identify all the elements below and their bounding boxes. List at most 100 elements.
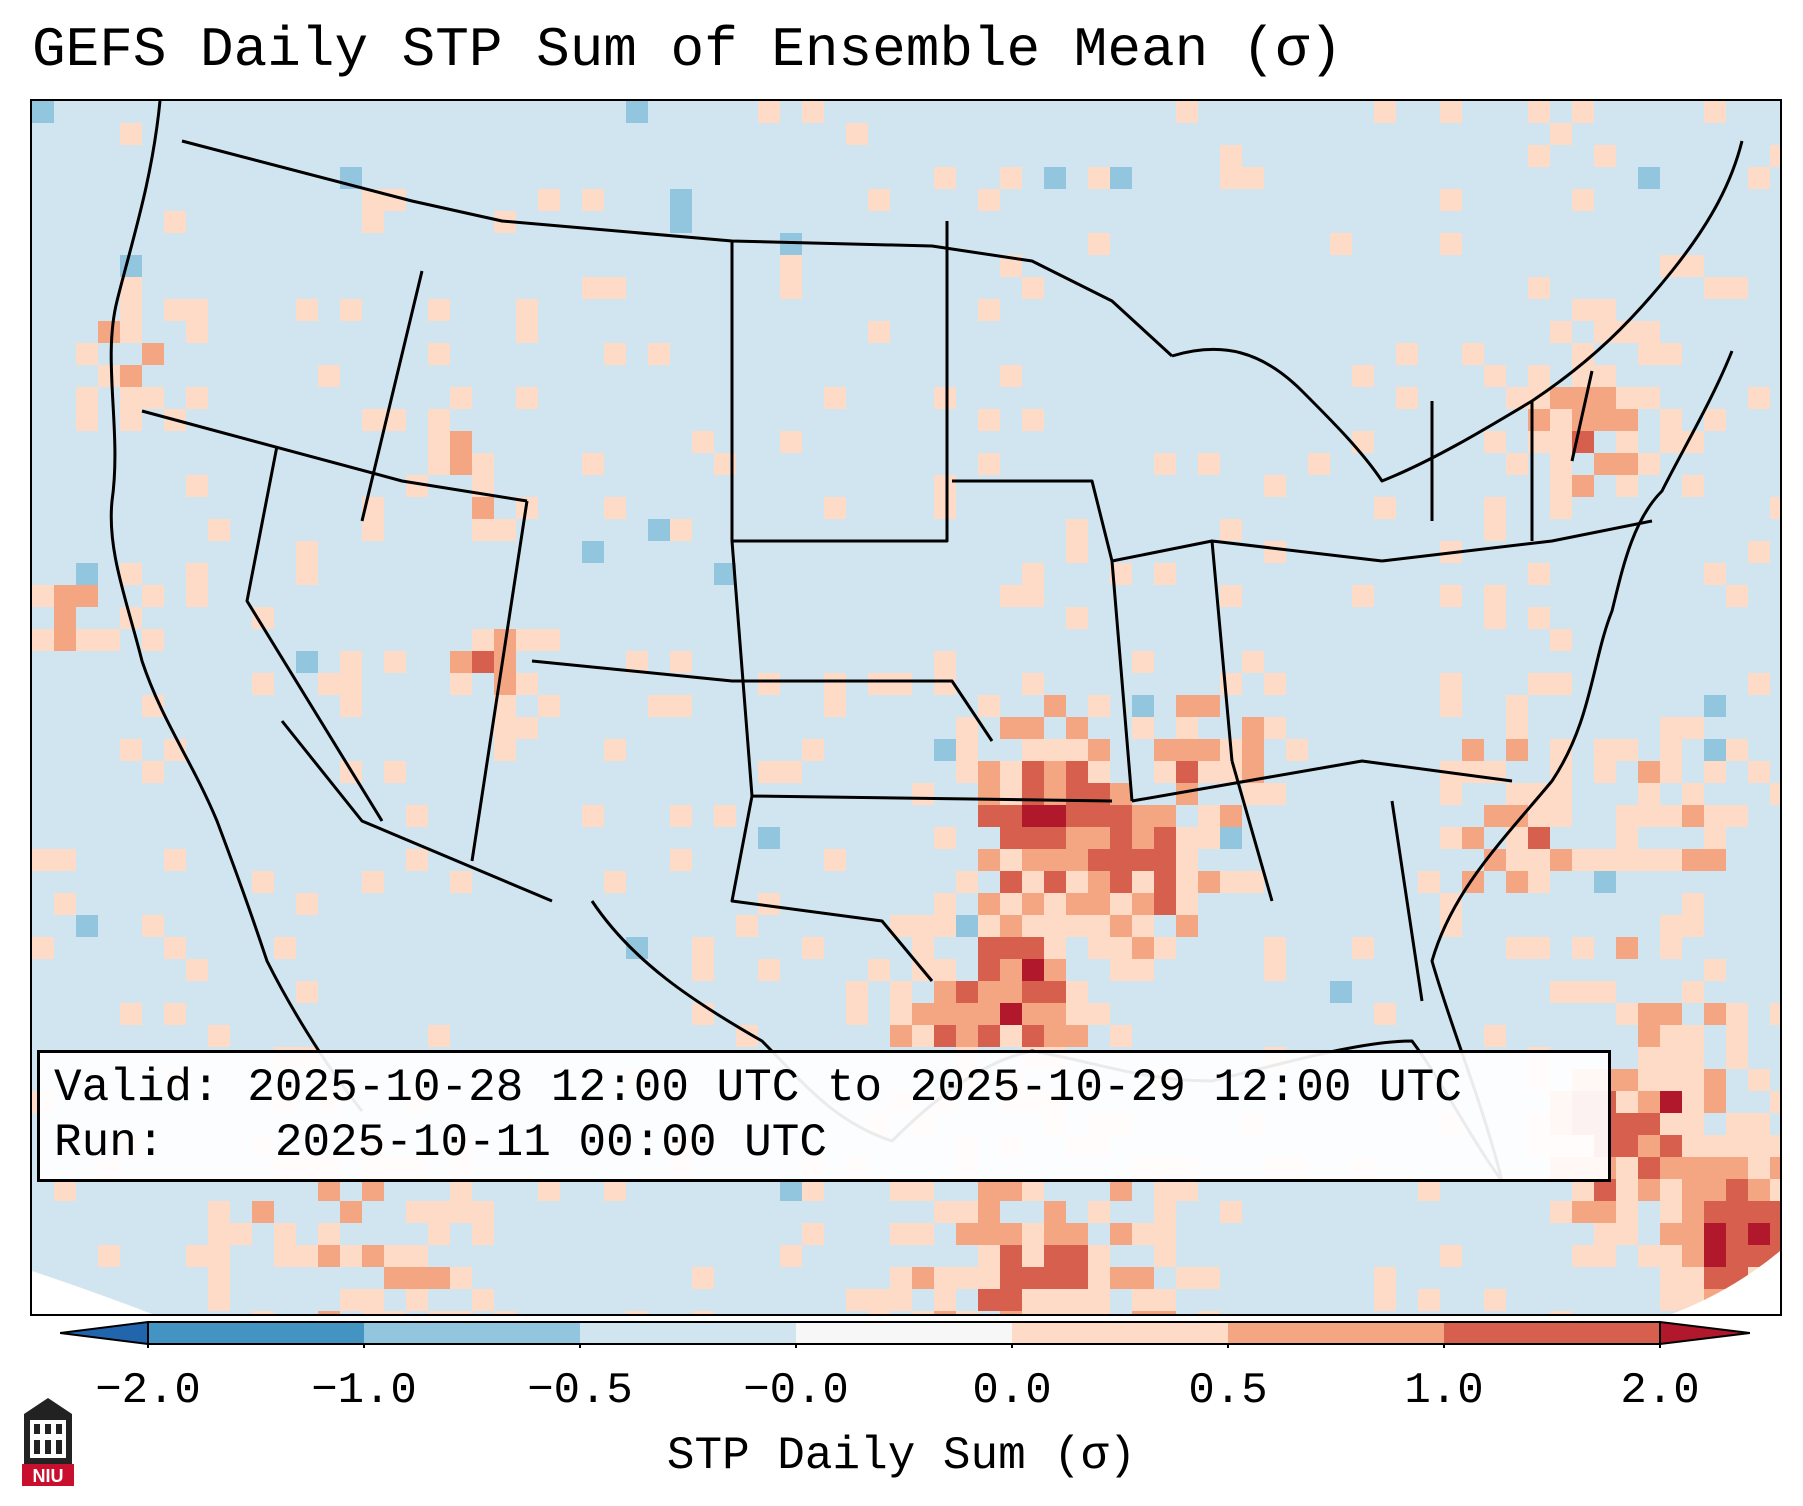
stp-cell <box>934 739 956 761</box>
stp-cell <box>516 629 538 651</box>
stp-cell <box>1044 739 1066 761</box>
stp-cell <box>1704 1157 1726 1179</box>
stp-cell <box>428 431 450 453</box>
east-coast <box>1430 350 1734 1182</box>
stp-cell <box>32 629 54 651</box>
stp-cell <box>1572 101 1594 123</box>
stp-cell <box>1066 849 1088 871</box>
stp-cell <box>450 387 472 409</box>
stp-cell <box>252 673 274 695</box>
stp-cell <box>1374 497 1396 519</box>
stp-cell <box>604 739 626 761</box>
stp-cell <box>1550 1201 1572 1223</box>
stp-cell <box>1616 1091 1638 1113</box>
stp-cell <box>406 1289 428 1311</box>
stp-cell <box>1770 1157 1780 1179</box>
stp-cell <box>406 475 428 497</box>
stp-cell <box>1550 321 1572 343</box>
stp-cell <box>54 629 76 651</box>
stp-cell <box>1066 1267 1088 1289</box>
stp-cell <box>1550 123 1572 145</box>
stp-cell <box>934 1311 956 1314</box>
stp-cell <box>1682 717 1704 739</box>
stp-cell <box>912 783 934 805</box>
stp-cell <box>98 629 120 651</box>
stp-cell <box>1704 1267 1726 1289</box>
stp-cell <box>1000 849 1022 871</box>
stp-cell <box>1154 1179 1176 1201</box>
stp-cell <box>340 695 362 717</box>
stp-cell <box>978 893 1000 915</box>
stp-cell <box>1638 761 1660 783</box>
stp-cell <box>54 893 76 915</box>
stp-cell <box>1550 783 1572 805</box>
stp-cell <box>1110 167 1132 189</box>
stp-cell <box>1132 959 1154 981</box>
stp-cell <box>1022 981 1044 1003</box>
stp-cell <box>1594 321 1616 343</box>
stp-cell <box>1022 409 1044 431</box>
stp-cell <box>1110 893 1132 915</box>
stp-cell <box>1638 321 1660 343</box>
stp-cell <box>1594 1245 1616 1267</box>
stp-cell <box>1044 981 1066 1003</box>
university-seal-icon: NIU <box>22 1398 74 1486</box>
stp-cell <box>1550 1311 1572 1314</box>
stp-cell <box>1066 519 1088 541</box>
stp-cell <box>692 1311 714 1314</box>
stp-cell <box>1352 365 1374 387</box>
stp-cell <box>1352 585 1374 607</box>
stp-cell <box>1176 739 1198 761</box>
stp-cell <box>1594 871 1616 893</box>
stp-cell <box>406 1267 428 1289</box>
stp-cell <box>1440 893 1462 915</box>
stp-cell <box>428 453 450 475</box>
stp-cell <box>1726 739 1748 761</box>
stp-cell <box>1748 1201 1770 1223</box>
stp-cell <box>1748 167 1770 189</box>
stp-cell <box>362 1179 384 1201</box>
stp-cell <box>780 431 802 453</box>
stp-cell <box>1550 475 1572 497</box>
stp-cell <box>1066 827 1088 849</box>
stp-cell <box>956 871 978 893</box>
stp-cell <box>1572 1245 1594 1267</box>
stp-cell <box>978 299 1000 321</box>
stp-cell <box>472 497 494 519</box>
stp-cell <box>318 1245 340 1267</box>
stp-cell <box>1682 1091 1704 1113</box>
stp-cell <box>538 629 560 651</box>
valid-value: 2025-10-28 12:00 UTC to 2025-10-29 12:00… <box>247 1062 1462 1114</box>
stp-cell <box>186 1245 208 1267</box>
stp-cell <box>1770 1223 1780 1245</box>
stp-cell <box>1704 849 1726 871</box>
stp-cell <box>1022 1003 1044 1025</box>
stp-cell <box>1000 959 1022 981</box>
stp-cell <box>1528 277 1550 299</box>
stp-cell <box>1484 365 1506 387</box>
stp-cell <box>362 1245 384 1267</box>
stp-cell <box>164 849 186 871</box>
stp-cell <box>1088 805 1110 827</box>
stp-cell <box>1704 1223 1726 1245</box>
stp-cell <box>978 189 1000 211</box>
stp-cell <box>1000 1289 1022 1311</box>
stp-cell <box>1506 871 1528 893</box>
logo-text: NIU <box>33 1466 64 1486</box>
stp-cell <box>1022 1289 1044 1311</box>
stp-cell <box>758 893 780 915</box>
stp-cell <box>1594 849 1616 871</box>
stp-cell <box>450 651 472 673</box>
stp-cell <box>758 673 780 695</box>
stp-cell <box>1682 1223 1704 1245</box>
stp-cell <box>1682 849 1704 871</box>
projection-edge-left <box>32 1271 152 1314</box>
stp-cell <box>76 585 98 607</box>
stp-cell <box>1506 695 1528 717</box>
stp-cell <box>1440 101 1462 123</box>
stp-cell <box>1528 673 1550 695</box>
stp-cell <box>934 1025 956 1047</box>
state-lines-east <box>952 479 1513 1002</box>
stp-cell <box>1374 101 1396 123</box>
stp-cell <box>1220 585 1242 607</box>
